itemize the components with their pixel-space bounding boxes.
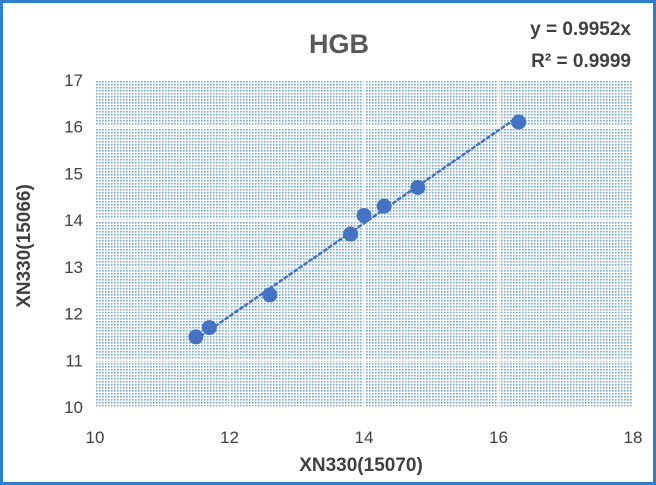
y-tick-label: 15 xyxy=(64,164,83,183)
data-point xyxy=(356,207,372,223)
y-tick-label: 16 xyxy=(64,118,83,137)
trendline xyxy=(194,115,520,341)
data-points xyxy=(188,114,527,345)
trendline-r-squared: R² = 0.9999 xyxy=(531,51,631,72)
x-tick-label: 12 xyxy=(220,428,239,447)
tick-labels: 10 11 12 13 14 15 16 17 10 12 14 16 18 xyxy=(64,71,642,447)
y-tick-label: 11 xyxy=(65,351,83,370)
data-point xyxy=(376,198,392,214)
chart-title: HGB xyxy=(309,29,369,59)
y-tick-label: 14 xyxy=(64,211,83,230)
y-tick-label: 12 xyxy=(64,305,83,324)
y-axis-label: XN330(15066) xyxy=(14,184,35,308)
x-tick-label: 16 xyxy=(489,428,508,447)
data-point xyxy=(188,329,204,345)
data-point xyxy=(201,320,217,336)
y-tick-label: 17 xyxy=(64,71,83,90)
data-point xyxy=(262,287,278,303)
gridlines xyxy=(94,79,634,408)
x-tick-label: 10 xyxy=(86,428,105,447)
y-tick-label: 10 xyxy=(64,398,83,417)
x-tick-label: 14 xyxy=(355,428,374,447)
trendline-group xyxy=(194,115,520,341)
data-point xyxy=(511,114,527,130)
trendline-equation: y = 0.9952x xyxy=(530,19,631,40)
data-point xyxy=(343,226,359,242)
y-tick-label: 13 xyxy=(64,258,83,277)
x-axis-label: XN330(15070) xyxy=(299,455,423,476)
scatter-chart: 10 11 12 13 14 15 16 17 10 12 14 16 18 HGB y = 0.995… xyxy=(14,19,642,476)
data-point xyxy=(410,179,426,195)
x-tick-label: 18 xyxy=(624,428,643,447)
